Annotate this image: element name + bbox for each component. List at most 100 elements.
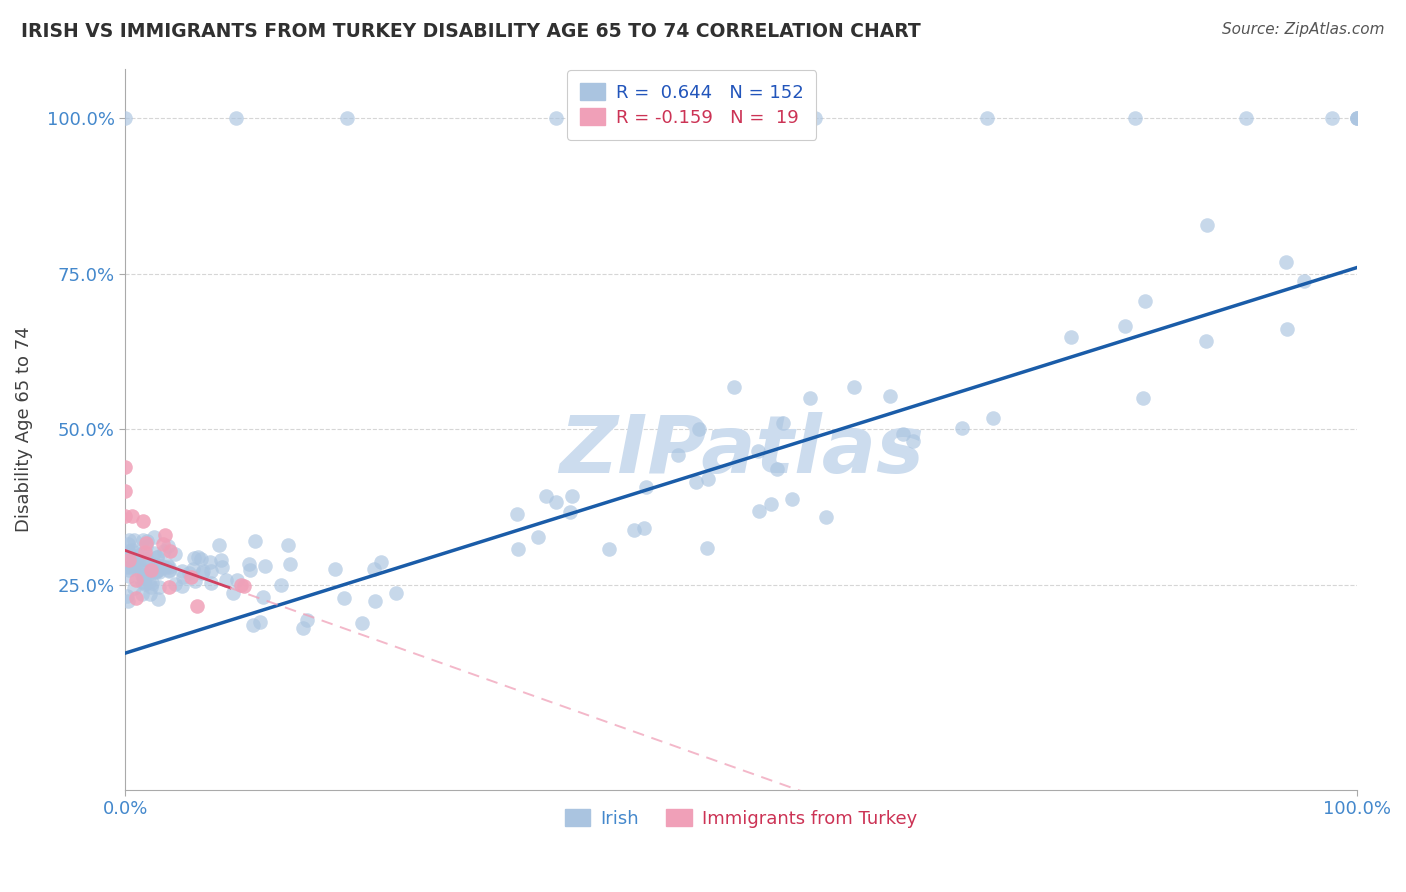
Point (291, 621, 314, 635)
Point (277, 539, 299, 553)
Point (163, 547, 186, 561)
Point (350, 615, 373, 630)
Point (124, 558, 146, 572)
Point (118, 533, 141, 547)
Point (186, 599, 208, 613)
Point (278, 558, 301, 572)
Point (157, 581, 180, 595)
Point (215, 573, 238, 587)
Point (697, 472, 720, 486)
Point (129, 547, 152, 561)
Y-axis label: Disability Age 65 to 74: Disability Age 65 to 74 (15, 326, 32, 533)
Point (152, 537, 174, 551)
Point (143, 530, 166, 544)
Point (323, 562, 346, 576)
Point (138, 574, 160, 589)
Point (172, 570, 194, 584)
Point (132, 533, 155, 547)
Point (211, 560, 233, 574)
Point (666, 448, 689, 462)
Point (179, 566, 201, 581)
Point (685, 475, 707, 489)
Point (226, 573, 249, 587)
Point (546, 112, 568, 126)
Point (114, 484, 136, 499)
Point (125, 591, 148, 605)
Point (146, 563, 169, 577)
Point (761, 497, 783, 511)
Point (842, 380, 865, 394)
Point (634, 480, 657, 494)
Point (1294, 274, 1316, 288)
Point (561, 489, 583, 503)
Point (183, 551, 205, 566)
Point (385, 586, 408, 600)
Point (118, 553, 141, 567)
Point (191, 566, 214, 580)
Point (239, 563, 262, 577)
Point (229, 578, 252, 592)
Point (295, 613, 318, 627)
Point (135, 556, 157, 570)
Point (879, 388, 901, 402)
Point (124, 573, 146, 587)
Point (139, 563, 162, 577)
Point (131, 567, 153, 582)
Point (976, 112, 998, 126)
Point (209, 553, 232, 567)
Point (120, 559, 142, 574)
Point (145, 565, 167, 579)
Point (1060, 330, 1083, 344)
Point (118, 564, 141, 578)
Point (157, 559, 180, 574)
Point (1197, 218, 1219, 232)
Point (117, 543, 139, 558)
Point (132, 575, 155, 590)
Point (142, 546, 165, 560)
Point (534, 489, 557, 503)
Point (891, 426, 914, 441)
Point (363, 562, 385, 576)
Point (146, 592, 169, 607)
Point (780, 492, 803, 507)
Point (131, 575, 153, 590)
Point (117, 594, 139, 608)
Point (506, 508, 529, 522)
Point (181, 562, 204, 576)
Point (950, 421, 973, 435)
Point (115, 560, 138, 574)
Point (122, 558, 145, 572)
Point (208, 538, 231, 552)
Point (157, 539, 180, 553)
Point (117, 537, 139, 551)
Point (598, 542, 620, 557)
Legend: Irish, Immigrants from Turkey: Irish, Immigrants from Turkey (557, 802, 925, 835)
Point (748, 504, 770, 518)
Point (814, 510, 837, 524)
Point (135, 539, 157, 553)
Point (200, 576, 222, 591)
Point (527, 530, 550, 544)
Point (141, 575, 163, 590)
Point (132, 514, 155, 528)
Point (135, 535, 157, 549)
Point (163, 576, 186, 591)
Text: ZIPatlas: ZIPatlas (558, 412, 924, 490)
Point (136, 533, 159, 548)
Point (1322, 112, 1344, 126)
Point (153, 544, 176, 558)
Point (121, 542, 143, 557)
Point (114, 509, 136, 524)
Point (139, 587, 162, 601)
Point (187, 550, 209, 565)
Point (233, 579, 256, 593)
Point (249, 615, 271, 629)
Point (145, 564, 167, 578)
Point (901, 434, 924, 448)
Point (1194, 334, 1216, 348)
Point (200, 565, 222, 579)
Point (765, 462, 787, 476)
Text: IRISH VS IMMIGRANTS FROM TURKEY DISABILITY AGE 65 TO 74 CORRELATION CHART: IRISH VS IMMIGRANTS FROM TURKEY DISABILI… (21, 22, 921, 41)
Point (159, 543, 181, 558)
Point (153, 527, 176, 541)
